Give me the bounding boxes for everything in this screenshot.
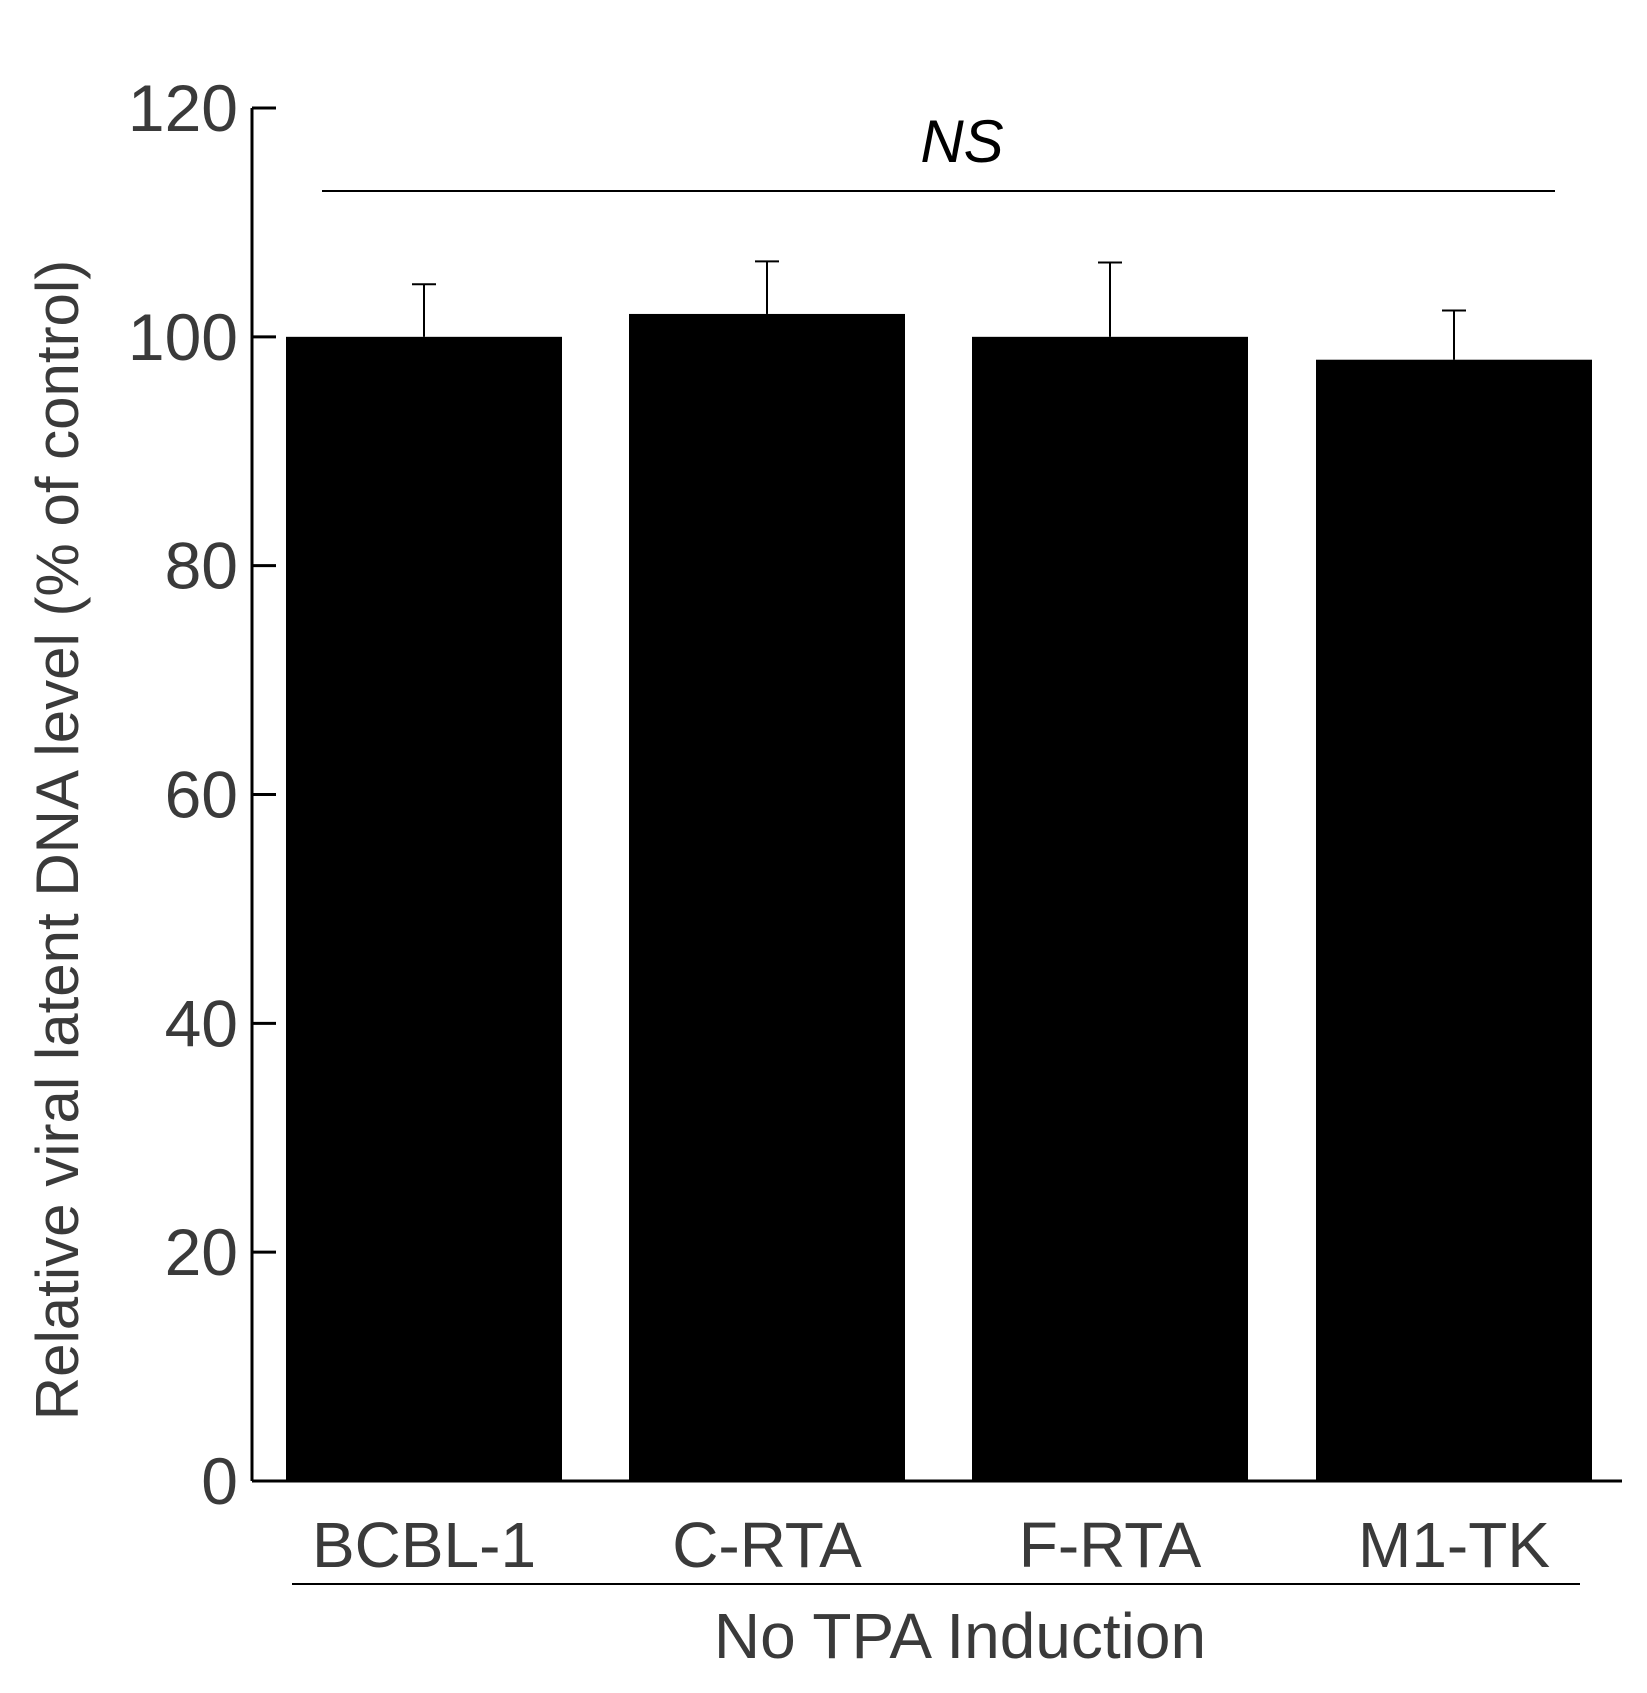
bar-c-rta bbox=[629, 313, 905, 1482]
category-label: M1-TK bbox=[1358, 1509, 1550, 1581]
category-label: C-RTA bbox=[672, 1509, 862, 1581]
bar-f-rta bbox=[972, 336, 1248, 1481]
bar-bcbl-1 bbox=[286, 336, 562, 1481]
y-tick-label: 40 bbox=[165, 986, 238, 1060]
bar-m1-tk bbox=[1316, 359, 1592, 1481]
error-bars bbox=[412, 260, 1466, 360]
bars bbox=[286, 313, 1592, 1482]
y-tick-label: 20 bbox=[165, 1215, 238, 1289]
y-tick-label: 120 bbox=[128, 71, 238, 145]
group-label: No TPA Induction bbox=[714, 1600, 1206, 1672]
y-tick-label: 80 bbox=[165, 529, 238, 603]
category-label: F-RTA bbox=[1019, 1509, 1202, 1581]
y-tick-label: 100 bbox=[128, 300, 238, 374]
y-axis-ticks: 0 20 40 60 80 100 120 bbox=[128, 71, 276, 1518]
category-labels: BCBL-1 C-RTA F-RTA M1-TK bbox=[312, 1509, 1550, 1581]
y-axis-title: Relative viral latent DNA level (% of co… bbox=[24, 260, 91, 1420]
y-tick-label: 0 bbox=[201, 1444, 238, 1518]
significance-label: NS bbox=[920, 108, 1003, 175]
category-label: BCBL-1 bbox=[312, 1509, 536, 1581]
y-tick-label: 60 bbox=[165, 758, 238, 832]
